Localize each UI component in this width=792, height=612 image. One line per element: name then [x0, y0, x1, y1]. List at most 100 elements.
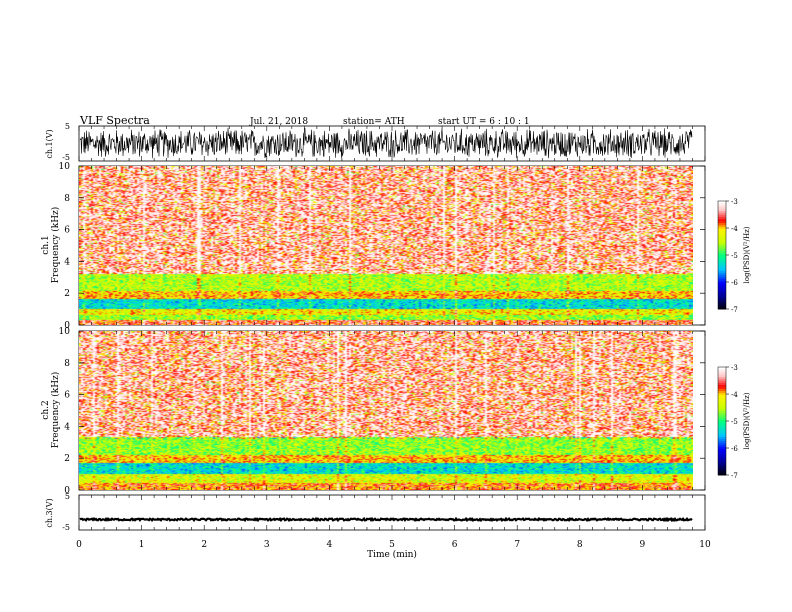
colorbar-segment — [718, 431, 726, 434]
colorbar-segment — [718, 399, 726, 402]
time-tick-label: 8 — [577, 540, 583, 550]
colorbar-segment — [718, 231, 726, 234]
colorbar-segment — [718, 297, 726, 300]
figure-title: VLF Spectra — [79, 114, 150, 127]
ch1-waveform-line — [79, 127, 693, 159]
colorbar-segment — [718, 271, 726, 274]
colorbar-segment — [718, 403, 726, 406]
frequency-tick-label: 2 — [64, 289, 70, 299]
colorbar-segment — [718, 235, 726, 238]
colorbar-tick-label: -6 — [731, 279, 738, 287]
colorbar-segment — [718, 301, 726, 304]
colorbar-segment — [718, 463, 726, 466]
colorbar-segment — [718, 369, 726, 372]
colorbar-segment — [718, 247, 726, 250]
ch2-spectrogram-image — [79, 331, 693, 490]
time-tick-label: 7 — [514, 540, 520, 550]
colorbar-segment — [718, 465, 726, 468]
frequency-tick-label: 4 — [64, 422, 70, 432]
colorbar-segment — [718, 279, 726, 282]
colorbar-segment — [718, 471, 726, 474]
colorbar-segment — [718, 249, 726, 252]
frequency-tick-label: 0 — [64, 486, 70, 496]
colorbar-segment — [718, 289, 726, 292]
colorbar-segment — [718, 451, 726, 454]
colorbar-segment — [718, 207, 726, 210]
ch3-ytick-top: 5 — [65, 492, 70, 501]
time-tick-label: 0 — [76, 540, 82, 550]
colorbar-segment — [718, 437, 726, 440]
colorbar-segment — [718, 391, 726, 394]
ch1-waveform-trace — [79, 127, 693, 159]
colorbar-segment — [718, 287, 726, 290]
colorbar-segment — [718, 221, 726, 224]
frequency-tick-label: 8 — [64, 194, 70, 204]
colorbar-segment — [718, 293, 726, 296]
colorbar-segment — [718, 371, 726, 374]
ch1-ytick-top: 5 — [65, 122, 70, 131]
colorbar-segment — [718, 277, 726, 280]
colorbar-segment — [718, 299, 726, 302]
colorbar-segment — [718, 257, 726, 260]
ch1-channel-label: ch.1 — [41, 235, 51, 254]
colorbar-segment — [718, 449, 726, 452]
colorbar-segment — [718, 227, 726, 230]
time-tick-label: 10 — [699, 540, 711, 550]
colorbar-segment — [718, 253, 726, 256]
colorbar-segment — [718, 295, 726, 298]
colorbar-segment — [718, 389, 726, 392]
time-tick-label: 9 — [640, 540, 646, 550]
time-tick-label: 6 — [452, 540, 458, 550]
colorbar-segment — [718, 217, 726, 220]
colorbar-segment — [718, 415, 726, 418]
colorbar-segment — [718, 269, 726, 272]
colorbar-tick-label: -5 — [731, 418, 738, 426]
colorbar-segment — [718, 393, 726, 396]
colorbar-segment — [718, 233, 726, 236]
colorbar-segment — [718, 455, 726, 458]
colorbar-segment — [718, 469, 726, 472]
colorbar-segment — [718, 259, 726, 262]
colorbar-segment — [718, 291, 726, 294]
colorbar-segment — [718, 261, 726, 264]
colorbar-segment — [718, 379, 726, 382]
colorbar-segment — [718, 461, 726, 464]
colorbar-segment — [718, 273, 726, 276]
colorbar-segment — [718, 255, 726, 258]
ch1-frequency-ticks: 0 2 4 6 8 10 — [59, 162, 705, 331]
colorbar-tick-label: -4 — [731, 391, 738, 399]
ch2-frequency-ticks: 0 2 4 6 8 10 — [59, 327, 705, 496]
colorbar-segment — [718, 419, 726, 422]
colorbar-segment — [718, 367, 726, 370]
colorbar-segment — [718, 375, 726, 378]
colorbar-segment — [718, 425, 726, 428]
frequency-tick-label: 2 — [64, 454, 70, 464]
colorbar-segment — [718, 251, 726, 254]
ch1-ytick-bottom: -5 — [62, 153, 70, 162]
colorbar-segment — [718, 433, 726, 436]
time-tick-label: 1 — [139, 540, 145, 550]
colorbar-segment — [718, 283, 726, 286]
colorbar-segment — [718, 405, 726, 408]
ch1-colorbar: -3 -4 -5 -6 -7 log(PSD)(V²/Hz) — [717, 198, 751, 314]
colorbar-segment — [718, 459, 726, 462]
frequency-tick-label: 8 — [64, 359, 70, 369]
colorbar-segment — [718, 215, 726, 218]
colorbar-segment — [718, 201, 726, 204]
colorbar-segment — [718, 423, 726, 426]
colorbar-segment — [718, 245, 726, 248]
colorbar-segment — [718, 427, 726, 430]
colorbar-segment — [718, 421, 726, 424]
time-axis: 0 1 2 3 4 5 6 7 8 9 10 — [76, 126, 711, 550]
time-tick-label: 2 — [201, 540, 207, 550]
colorbar-tick-label: -3 — [731, 198, 738, 206]
colorbar-segment — [718, 409, 726, 412]
colorbar-label: log(PSD)(V²/Hz) — [743, 392, 751, 449]
colorbar-segment — [718, 239, 726, 242]
colorbar-tick-label: -7 — [731, 306, 738, 314]
ch3-waveform-panel: 5 -5 ch.3(V) — [45, 492, 706, 532]
colorbar-segment — [718, 275, 726, 278]
colorbar-segment — [718, 213, 726, 216]
colorbar-tick-label: -7 — [731, 472, 738, 480]
frequency-tick-label: 6 — [64, 226, 70, 236]
